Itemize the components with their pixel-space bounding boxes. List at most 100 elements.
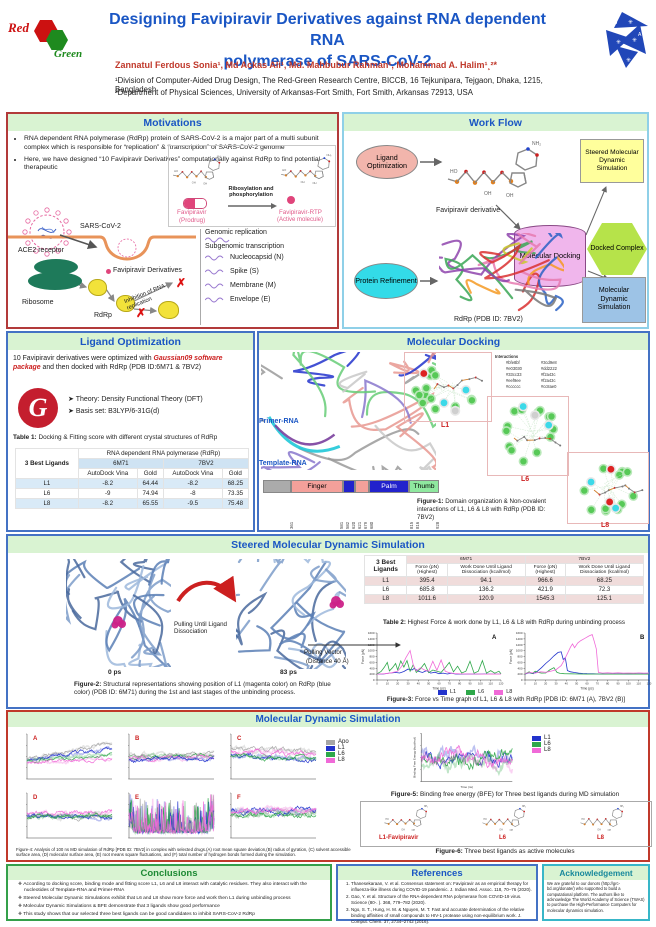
- distance-label: (Distance 40 Å): [306, 658, 349, 665]
- table-cell: -9.5: [162, 498, 223, 509]
- interactions-legend: Interactions #bfe8bf #e03030 #33cc33 #eef9e…: [495, 354, 647, 390]
- svg-text:OH: OH: [484, 191, 492, 197]
- l8-molecule-label: L8: [597, 835, 605, 841]
- table-cell: 1545.3: [524, 594, 566, 604]
- cell-diagram-overlay: [8, 234, 196, 315]
- green-hexagon-icon: [46, 30, 68, 50]
- svg-text:OH: OH: [203, 182, 207, 186]
- table-cell: 72.3: [564, 585, 645, 595]
- header: Red Green Designing Favipiravir Derivati…: [0, 0, 656, 110]
- gaussian-logo-letter: G: [28, 393, 48, 422]
- svg-text:0: 0: [524, 682, 526, 686]
- svg-text:70: 70: [448, 682, 452, 686]
- ligand-optimization-section: Ligand Optimization 10 Favipiravir deriv…: [6, 331, 255, 532]
- legend-item: #f2a43c: [530, 378, 557, 383]
- legend-swatch-icon: [326, 751, 335, 757]
- figure3-caption-bold: Figure-3:: [386, 696, 414, 703]
- legend-left-column: #bfe8bf #e03030 #33cc33 #eef9ee #cccccc: [495, 360, 522, 390]
- figure5-caption-text: Binding free energy (BFE) for Three best…: [418, 791, 620, 798]
- steered-md-node: Steered Molecular Dynamic Simulation: [580, 139, 644, 183]
- table-row: L1 395.4 94.1 966.6 68.25: [363, 576, 645, 586]
- list-item: RNA dependent RNA polymerase (RdRp) prot…: [24, 135, 342, 153]
- svg-text:HO: HO: [483, 819, 487, 821]
- svg-text:NH₂: NH₂: [522, 806, 526, 808]
- prodrug-label: (Prodrug): [179, 217, 206, 224]
- table-cell: -9: [77, 488, 138, 499]
- legend-label: L8: [506, 689, 513, 695]
- list-item: Here, we have designed “10 Favipiravir D…: [24, 156, 342, 174]
- rna-squiggle-icon: [205, 269, 224, 275]
- conclusions-header: Conclusions: [8, 866, 330, 880]
- svg-text:120: 120: [499, 682, 504, 686]
- ribosome-icon-1: [34, 259, 78, 275]
- domain-tick-label: 815: [409, 521, 414, 529]
- legend-swatch-icon: [466, 689, 476, 695]
- domain-blue1: [343, 480, 355, 493]
- interaction-diagram-l6: [487, 396, 569, 476]
- table-cell: Work Done Until Ligand Dissociation (kca…: [446, 563, 526, 577]
- svg-text:OH: OH: [608, 830, 612, 832]
- svg-text:20: 20: [396, 682, 400, 686]
- svg-text:600: 600: [517, 660, 522, 664]
- domain-tick-label: 581: [339, 521, 344, 529]
- svg-text:C: C: [638, 16, 642, 22]
- figure2-caption-text: Structural representations showing posit…: [74, 681, 331, 696]
- rdrp-label: RdRp: [94, 312, 112, 319]
- sars-label: SARS-CoV-2: [80, 223, 121, 230]
- rna-squiggle-icon: [205, 237, 230, 243]
- finger-label: Finger: [307, 483, 327, 490]
- svg-text:OH: OH: [301, 180, 305, 184]
- svg-text:B: B: [135, 736, 140, 742]
- svg-text:80: 80: [458, 682, 462, 686]
- svg-text:1200: 1200: [368, 643, 375, 647]
- legend-swatch-icon: [532, 741, 541, 747]
- envelope-label: Envelope (E): [230, 296, 271, 304]
- domain-tick-label: 361: [289, 521, 294, 529]
- svg-text:Time (ps): Time (ps): [580, 687, 593, 691]
- steered-md-node-label: Steered Molecular Dynamic Simulation: [585, 149, 639, 172]
- figure6-caption-bold: Figure-6:: [435, 848, 463, 855]
- figure5-legend: L1 L6 L8: [532, 735, 551, 753]
- list-item: Gao, Y. et al. Structure of the RNA-depe…: [351, 894, 533, 906]
- list-item: According to docking score, binding mode…: [18, 881, 328, 894]
- svg-text:Force (pN): Force (pN): [361, 649, 365, 664]
- domain-tick-label: 621: [357, 521, 362, 529]
- rdrp-blob-3: [158, 301, 179, 319]
- table-row: L6 685.8 136.2 421.9 72.3: [363, 585, 645, 595]
- table-cell: Gold: [221, 468, 250, 479]
- steered-md-section: Steered Molecular Dynamic Simulation 0 p…: [6, 534, 652, 709]
- svg-text:✳: ✳: [628, 19, 633, 26]
- svg-text:1400: 1400: [516, 637, 523, 641]
- table-row: L1 -8.2 64.44 -8.2 68.25: [15, 478, 250, 489]
- svg-text:OH: OH: [312, 181, 316, 185]
- svg-text:B: B: [614, 20, 618, 26]
- legend-item: #cc8ae0: [530, 384, 557, 389]
- svg-text:✳: ✳: [616, 39, 621, 46]
- molecular-docking-header: Molecular Docking: [259, 333, 648, 350]
- inhibition-cross-2: ✗: [136, 306, 147, 320]
- table-cell: 73.35: [221, 488, 250, 499]
- figure6-panel: HO OH NH₂ OH HO OH NH₂ OH HO OH NH₂ OH L1-Favipir…: [360, 801, 652, 847]
- interactions-legend-title: Interactions: [495, 354, 519, 359]
- table-cell: L1: [15, 478, 79, 489]
- legend-label: L1: [338, 745, 345, 751]
- table-cell: Gold: [136, 468, 164, 479]
- table-cell: 966.6: [524, 576, 566, 586]
- l1-favipiravir-label: L1-Favipiravir: [379, 835, 419, 841]
- poster-title: Designing Favipiravir Derivatives agains…: [95, 10, 560, 72]
- steered-md-title: Steered Molecular Dynamic Simulation: [231, 538, 425, 551]
- domain-ticks: 361 581 582 620 621 679 680 815 816 928: [263, 515, 440, 531]
- legend-swatch-icon: [530, 384, 539, 389]
- svg-text:OH: OH: [499, 829, 503, 831]
- svg-text:40: 40: [565, 682, 569, 686]
- legend-swatch-icon: [532, 747, 541, 753]
- legend-item: L8: [494, 689, 512, 695]
- table-cell: L1: [363, 576, 408, 586]
- svg-text:NH₂: NH₂: [424, 806, 428, 808]
- intro-text-1: 10 Favipiravir derivatives were optimize…: [13, 355, 154, 362]
- svg-text:100: 100: [478, 682, 483, 686]
- svg-text:E: E: [135, 795, 139, 801]
- legend-label: #f2a43c: [540, 372, 556, 377]
- md-panel-d: D: [26, 792, 113, 839]
- basis-text: Basis set: B3LYP/6-31G(d): [75, 408, 160, 415]
